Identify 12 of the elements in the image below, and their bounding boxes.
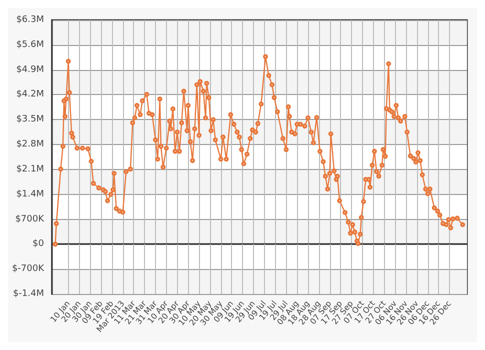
- y-tick-label: $6.3M: [16, 15, 44, 25]
- y-tick-label: $2.8M: [16, 140, 44, 150]
- y-tick-label: $5.6M: [16, 40, 44, 50]
- y-tick-label: $2.1M: [16, 164, 44, 174]
- y-tick-label: $4.2M: [16, 90, 44, 100]
- y-tick-label: $1.4M: [16, 189, 44, 200]
- y-tick-label: $-1.4M: [12, 289, 44, 299]
- y-tick-label: $0: [32, 239, 44, 250]
- y-tick-label: $4.9M: [16, 64, 44, 75]
- y-tick-label: $3.5M: [16, 114, 44, 125]
- y-tick-label: $700K: [15, 214, 46, 224]
- y-tick-label: $-700K: [12, 264, 46, 274]
